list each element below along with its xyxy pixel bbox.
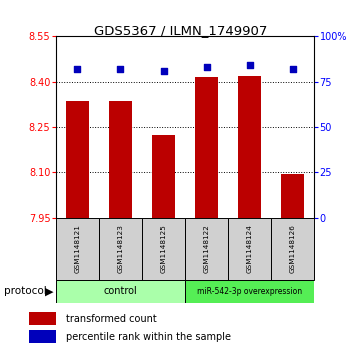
FancyBboxPatch shape	[142, 218, 185, 280]
Text: GSM1148123: GSM1148123	[117, 224, 123, 273]
Bar	[195, 77, 218, 218]
Text: GSM1148121: GSM1148121	[74, 224, 81, 273]
Point	[247, 62, 252, 68]
Text: transformed count: transformed count	[66, 314, 156, 324]
Bar	[66, 101, 89, 218]
FancyBboxPatch shape	[99, 218, 142, 280]
FancyBboxPatch shape	[56, 280, 185, 303]
Bar	[29, 330, 56, 343]
FancyBboxPatch shape	[56, 218, 99, 280]
Point	[204, 64, 209, 70]
Bar	[238, 76, 261, 218]
Text: protocol: protocol	[4, 286, 46, 296]
Point	[290, 66, 295, 72]
Text: ▶: ▶	[44, 286, 53, 296]
Point	[161, 68, 166, 74]
Point	[75, 66, 81, 72]
Text: control: control	[104, 286, 137, 296]
FancyBboxPatch shape	[185, 218, 228, 280]
Text: GSM1148124: GSM1148124	[247, 224, 253, 273]
Text: GSM1148122: GSM1148122	[204, 224, 209, 273]
FancyBboxPatch shape	[228, 218, 271, 280]
Point	[118, 66, 123, 72]
Bar	[109, 101, 132, 218]
Bar	[29, 312, 56, 325]
Text: GDS5367 / ILMN_1749907: GDS5367 / ILMN_1749907	[94, 24, 267, 37]
FancyBboxPatch shape	[185, 280, 314, 303]
Bar	[152, 135, 175, 218]
Text: miR-542-3p overexpression: miR-542-3p overexpression	[197, 287, 302, 296]
Text: percentile rank within the sample: percentile rank within the sample	[66, 332, 231, 342]
Text: GSM1148126: GSM1148126	[290, 224, 296, 273]
Bar	[281, 174, 304, 218]
FancyBboxPatch shape	[271, 218, 314, 280]
Text: GSM1148125: GSM1148125	[161, 224, 166, 273]
